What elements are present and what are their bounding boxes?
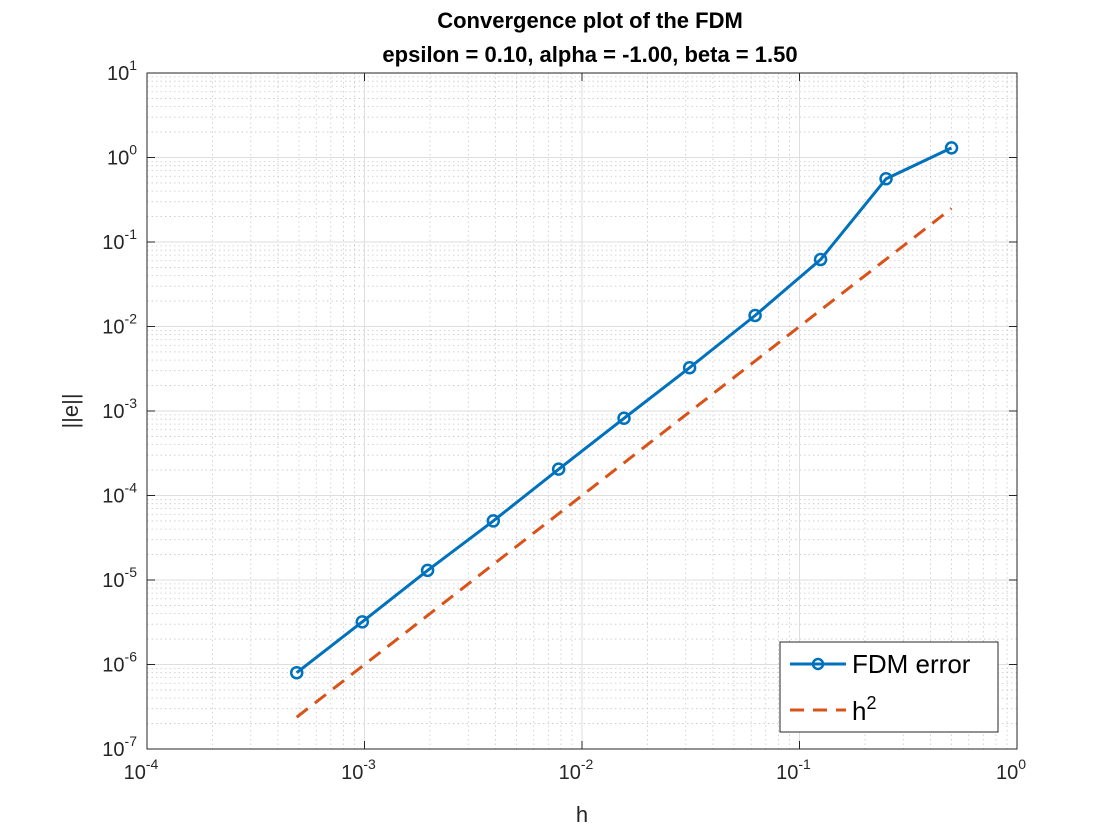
y-tick-exponent: 0: [129, 142, 137, 158]
fdm-error-point: [682, 360, 697, 375]
legend-h2-exponent: 2: [866, 693, 876, 713]
y-tick-exponent: -4: [125, 480, 138, 496]
x-tick-base: 10: [559, 762, 581, 784]
y-tick-exponent: 1: [129, 57, 137, 73]
y-tick-base: 10: [102, 570, 124, 592]
legend-fdm-label: FDM error: [852, 649, 971, 679]
fdm-error-point: [486, 514, 501, 528]
x-tick-base: 10: [996, 762, 1018, 784]
y-axis-label: ||e||: [58, 393, 83, 428]
y-tick-exponent: -1: [125, 226, 138, 242]
x-tick-base: 10: [124, 762, 146, 784]
y-tick-exponent: -7: [125, 733, 138, 749]
y-tick-base: 10: [102, 655, 124, 677]
h2-reference-line: [295, 207, 953, 719]
y-tick-base: 10: [102, 317, 124, 339]
chart-title: Convergence plot of the FDM: [437, 8, 743, 33]
y-tick-label: 10-1: [102, 226, 137, 254]
x-tick-label: 10-2: [559, 756, 594, 784]
fdm-error-point: [748, 308, 762, 323]
fdm-error-point: [617, 411, 631, 426]
legend-h2-base: h: [852, 696, 866, 726]
x-tick-exponent: -1: [798, 756, 811, 772]
y-tick-exponent: -5: [125, 564, 138, 580]
y-tick-exponent: -3: [125, 395, 138, 411]
y-tick-base: 10: [102, 232, 124, 254]
y-tick-base: 10: [107, 148, 129, 170]
y-tick-label: 10-3: [102, 395, 137, 423]
legend-h2-label: h2: [852, 693, 876, 726]
x-tick-label: 10-4: [124, 756, 159, 784]
legend-box: [779, 641, 999, 733]
x-tick-labels: 10-4 10-3 10-2 10-1 100: [124, 756, 1027, 784]
y-tick-base: 10: [107, 63, 129, 85]
x-tick-exponent: -4: [146, 756, 159, 772]
x-tick-label: 10-1: [776, 756, 811, 784]
chart-subtitle: epsilon = 0.10, alpha = -1.00, beta = 1.…: [382, 42, 797, 67]
x-tick-base: 10: [341, 762, 363, 784]
y-tick-base: 10: [102, 486, 124, 508]
x-tick-base: 10: [776, 762, 798, 784]
axis-tick-marks: [146, 72, 1018, 750]
fdm-error-point: [355, 615, 370, 629]
x-tick-exponent: 0: [1018, 756, 1026, 772]
fdm-error-point: [813, 252, 828, 267]
y-tick-label: 100: [107, 142, 137, 170]
y-tick-label: 10-4: [102, 480, 137, 508]
legend: FDM error h2: [779, 641, 999, 733]
y-tick-base: 10: [102, 739, 124, 761]
fdm-error-point: [289, 665, 304, 680]
fdm-error-point: [944, 141, 959, 155]
fdm-error-point: [879, 172, 893, 186]
x-tick-exponent: -3: [363, 756, 376, 772]
fdm-error-line: [295, 146, 953, 674]
y-tick-exponent: -6: [125, 649, 138, 665]
y-tick-exponent: -2: [125, 311, 138, 327]
legend-fdm-marker: [811, 657, 825, 671]
y-tick-label: 10-5: [102, 564, 137, 592]
y-tick-base: 10: [102, 401, 124, 423]
series-layer: [289, 141, 959, 719]
fdm-error-point: [551, 462, 566, 476]
fdm-error-point: [420, 563, 435, 578]
x-tick-label: 10-3: [341, 756, 376, 784]
y-tick-label: 10-2: [102, 311, 137, 339]
y-tick-label: 10-6: [102, 649, 137, 677]
x-tick-exponent: -2: [581, 756, 594, 772]
y-tick-label: 101: [107, 57, 137, 85]
x-axis-label: h: [576, 802, 588, 827]
x-tick-label: 100: [996, 756, 1026, 784]
y-tick-label: 10-7: [102, 733, 137, 761]
